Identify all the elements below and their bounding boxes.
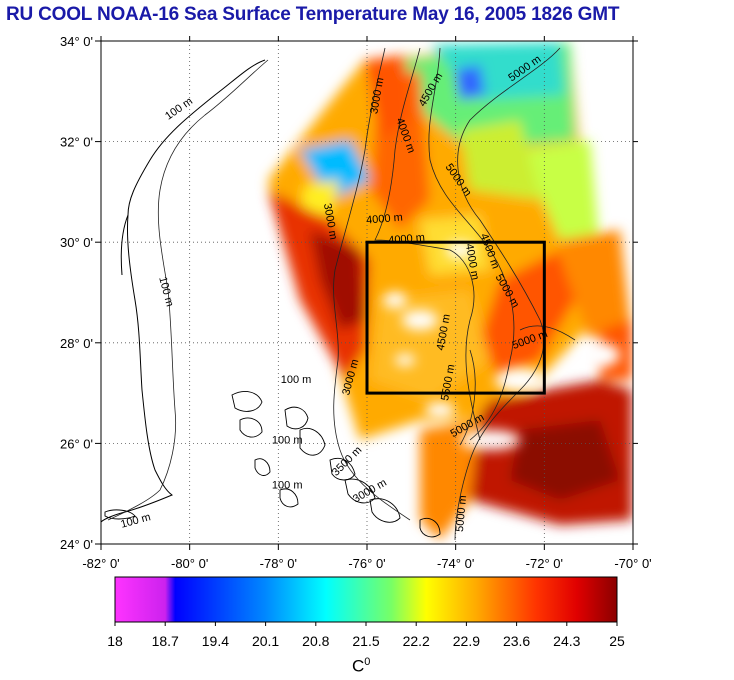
- x-axis-labels: -82° 0' -80° 0' -78° 0' -76° 0' -74° 0' -72° …: [82, 556, 651, 571]
- x-tick-label: -74° 0': [437, 556, 474, 571]
- colorbar-tick-label: 18: [107, 633, 123, 649]
- colorbar-ticks: 18 18.7 19.4 20.1 20.8 21.5 22.2 22.9 23.6 24.3 25: [107, 622, 625, 649]
- y-axis-labels: 34° 0' 32° 0' 30° 0' 28° 0' 26° 0' 24° 0': [60, 34, 93, 552]
- contour-label: 100 m: [163, 95, 195, 122]
- x-tick-label: -80° 0': [171, 556, 208, 571]
- contour-label: 3500 m: [330, 444, 364, 478]
- contour-label: 100 m: [119, 511, 152, 531]
- colorbar-tick-label: 19.4: [202, 633, 229, 649]
- map-title: RU COOL NOAA-16 Sea Surface Temperature …: [6, 4, 620, 25]
- x-tick-label: -82° 0': [82, 556, 119, 571]
- contour-label: 4000 m: [366, 212, 404, 227]
- study-box: [365, 240, 546, 395]
- colorbar: [114, 576, 618, 623]
- y-tick-label: 28° 0': [60, 336, 93, 351]
- contour-label: 100 m: [272, 480, 303, 492]
- contour-label: 100 m: [281, 374, 312, 386]
- contour-label: 100 m: [156, 275, 176, 308]
- colorbar-tick-label: 21.5: [352, 633, 379, 649]
- colorbar-tick-label: 25: [609, 633, 625, 649]
- x-tick-label: -70° 0': [614, 556, 651, 571]
- y-tick-label: 34° 0': [60, 34, 93, 49]
- y-tick-label: 30° 0': [60, 235, 93, 250]
- colorbar-unit: C0: [352, 656, 371, 676]
- lat-lon-grid: [95, 36, 638, 550]
- y-tick-label: 26° 0': [60, 436, 93, 451]
- coastline: [100, 59, 266, 523]
- colorbar-tick-label: 22.9: [453, 633, 480, 649]
- sst-imagery: [268, 42, 632, 540]
- colorbar-tick-label: 22.2: [403, 633, 430, 649]
- y-tick-label: 32° 0': [60, 135, 93, 150]
- colorbar-tick-label: 24.3: [553, 633, 580, 649]
- x-tick-label: -78° 0': [260, 556, 297, 571]
- bathymetry-contours: [107, 47, 576, 541]
- y-tick-label: 24° 0': [60, 537, 93, 552]
- x-tick-label: -76° 0': [348, 556, 385, 571]
- colorbar-tick-label: 20.1: [252, 633, 279, 649]
- x-tick-label: -72° 0': [526, 556, 563, 571]
- contour-label: 5000 m: [454, 495, 469, 533]
- contour-label: 100 m: [272, 434, 303, 446]
- colorbar-tick-label: 23.6: [503, 633, 530, 649]
- colorbar-tick-label: 20.8: [302, 633, 329, 649]
- colorbar-tick-label: 18.7: [152, 633, 179, 649]
- bahamas-islands: [104, 391, 441, 538]
